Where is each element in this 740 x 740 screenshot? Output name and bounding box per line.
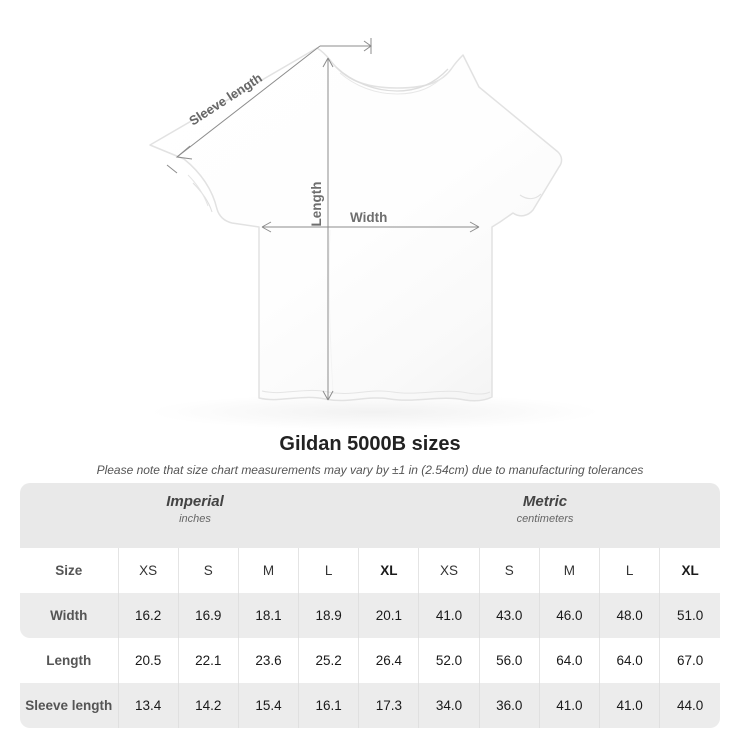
svg-text:Width: Width [350, 210, 387, 225]
svg-text:Length: Length [309, 182, 324, 227]
